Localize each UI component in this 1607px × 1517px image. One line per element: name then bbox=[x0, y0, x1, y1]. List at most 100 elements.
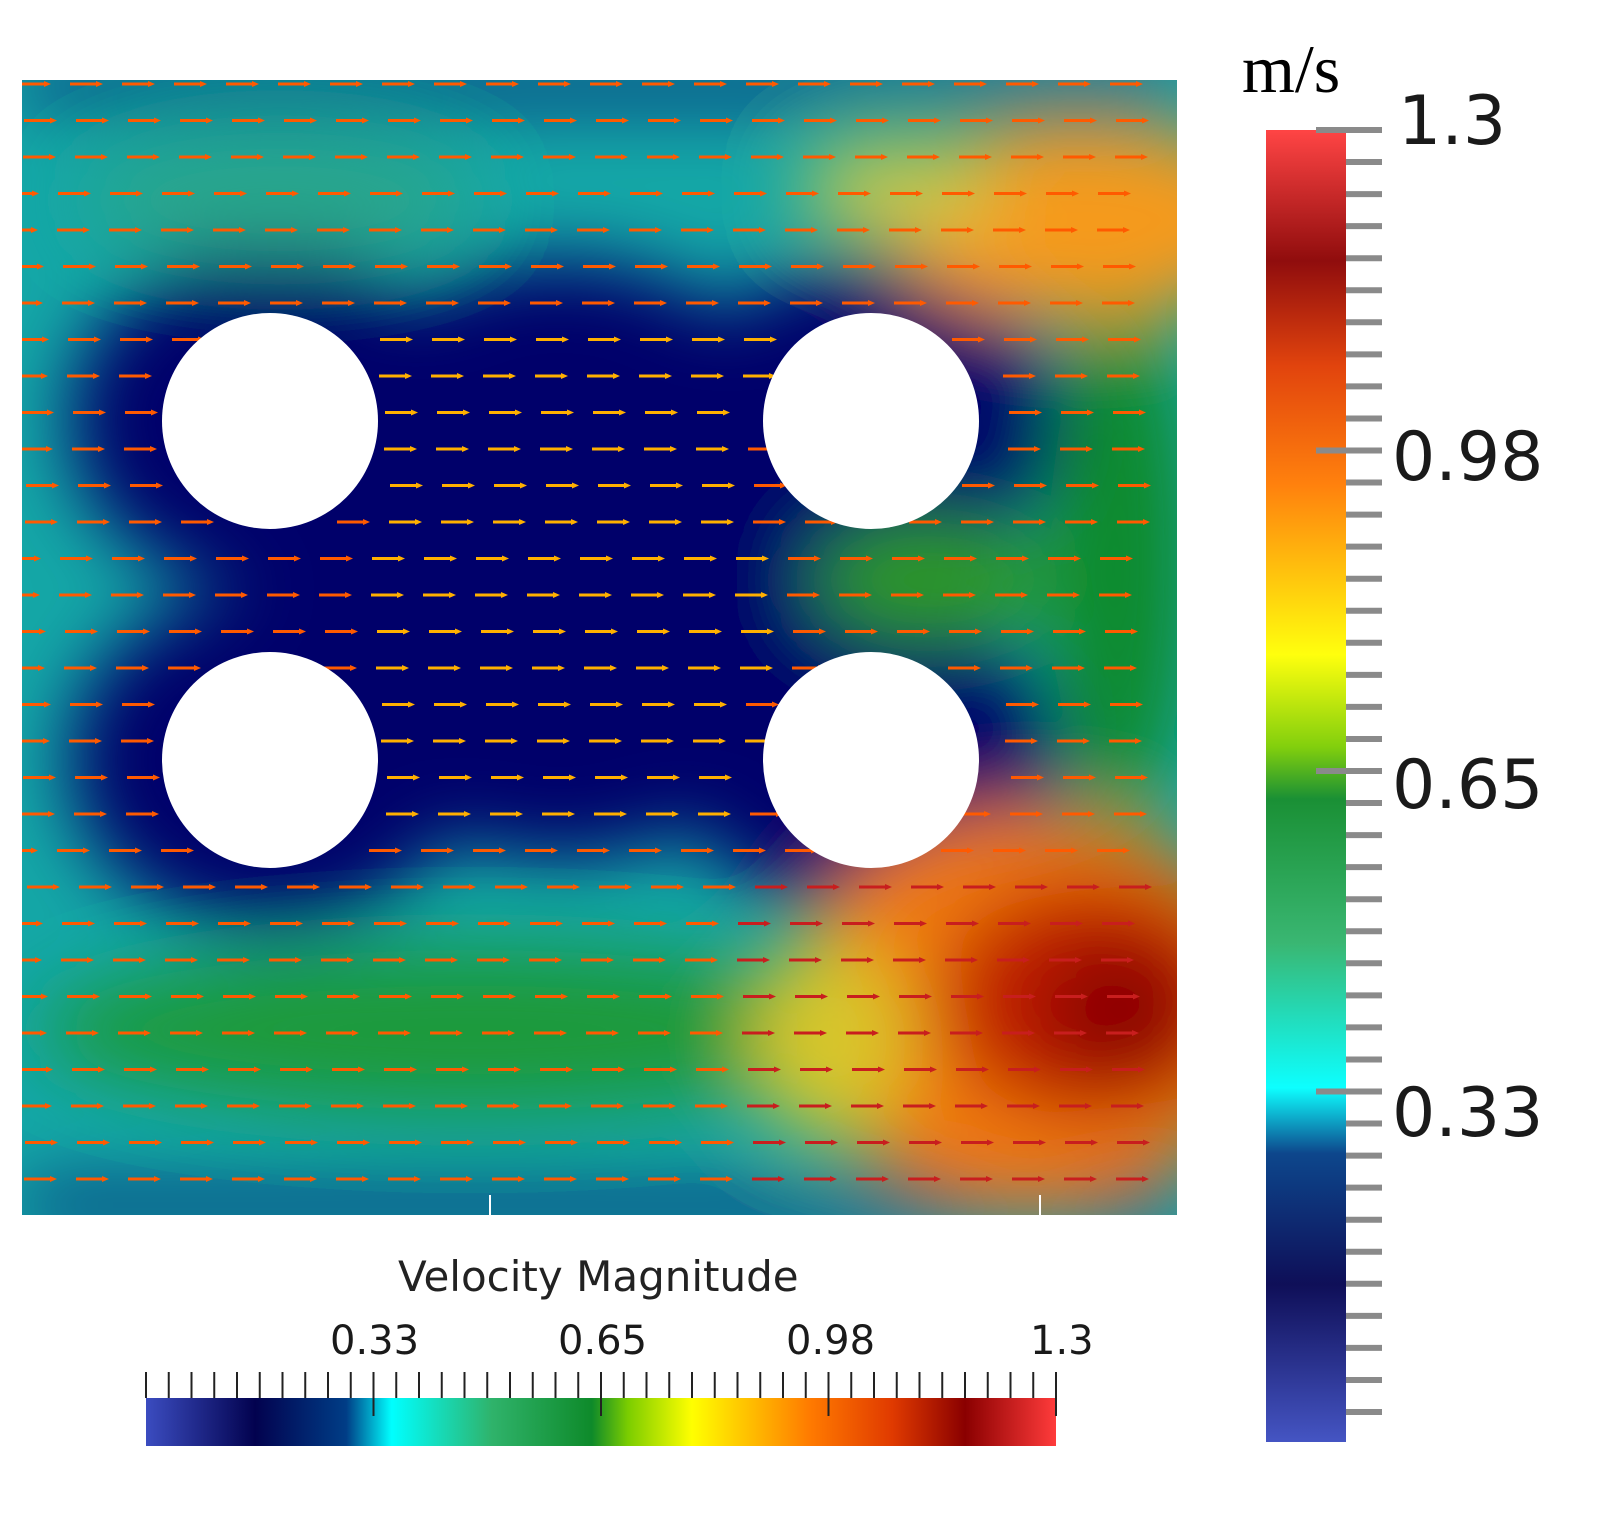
velocity-arrow-head bbox=[568, 811, 575, 817]
velocity-arrow-head bbox=[724, 811, 731, 817]
vbar-tick-label-3: 1.3 bbox=[1398, 82, 1507, 161]
velocity-arrow-head bbox=[41, 373, 48, 379]
velocity-arrow-head bbox=[32, 190, 39, 197]
velocity-arrow-head bbox=[91, 628, 98, 635]
velocity-arrow-head bbox=[710, 555, 717, 562]
velocity-arrow-head bbox=[343, 227, 350, 233]
velocity-arrow-head bbox=[463, 409, 470, 416]
velocity-arrow-head bbox=[1127, 957, 1134, 963]
velocity-arrow-head bbox=[295, 957, 302, 963]
velocity-arrow-head bbox=[554, 555, 561, 562]
velocity-arrow-head bbox=[357, 1103, 364, 1109]
velocity-arrow-head bbox=[662, 665, 669, 671]
velocity-arrow-head bbox=[349, 263, 356, 270]
velocity-arrow-head bbox=[622, 117, 629, 124]
velocity-arrow-head bbox=[243, 957, 250, 963]
velocity-arrow-head bbox=[760, 190, 767, 197]
velocity-arrow-head bbox=[1086, 1066, 1093, 1073]
velocity-arrow-head bbox=[1133, 993, 1140, 1000]
velocity-arrow-head bbox=[816, 920, 823, 927]
velocity-arrow-head bbox=[1024, 920, 1031, 927]
velocity-arrow-head bbox=[765, 263, 772, 270]
velocity-arrow-head bbox=[515, 409, 522, 416]
velocity-arrow-head bbox=[406, 336, 413, 343]
velocity-arrow-head bbox=[1133, 373, 1140, 379]
velocity-arrow-head bbox=[1134, 336, 1141, 343]
velocity-arrow-head bbox=[1023, 957, 1030, 963]
obstacle-cylinder-top-right bbox=[763, 313, 979, 529]
velocity-arrow-head bbox=[193, 263, 200, 270]
velocity-arrow-head bbox=[259, 1139, 266, 1146]
velocity-arrow-head bbox=[1125, 592, 1132, 598]
velocity-arrow-head bbox=[50, 117, 57, 124]
velocity-arrow-head bbox=[398, 555, 405, 562]
velocity-arrow-head bbox=[873, 993, 880, 1000]
velocity-arrow-head bbox=[517, 774, 524, 781]
velocity-arrow-head bbox=[1029, 373, 1036, 379]
velocity-arrow-head bbox=[297, 263, 304, 270]
velocity-arrow-head bbox=[711, 957, 718, 963]
velocity-arrow-head bbox=[657, 592, 664, 598]
velocity-arrow-head bbox=[571, 519, 578, 525]
velocity-arrow-head bbox=[623, 519, 630, 525]
velocity-arrow-head bbox=[928, 81, 935, 87]
velocity-arrow-head bbox=[920, 920, 927, 927]
velocity-arrow-head bbox=[395, 847, 402, 854]
velocity-arrow-head bbox=[718, 336, 725, 343]
velocity-arrow-head bbox=[258, 117, 265, 124]
velocity-arrow-head bbox=[769, 373, 776, 379]
velocity-arrow-head bbox=[1024, 300, 1031, 306]
velocity-arrow-head bbox=[864, 190, 871, 197]
velocity-arrow-head bbox=[1028, 1030, 1035, 1036]
velocity-arrow-head bbox=[675, 519, 682, 525]
velocity-arrow-head bbox=[614, 336, 621, 343]
velocity-arrow-head bbox=[1089, 154, 1096, 160]
velocity-arrow-head bbox=[972, 300, 979, 306]
velocity-arrow-head bbox=[567, 409, 574, 416]
velocity-arrow-head bbox=[661, 263, 668, 270]
velocity-arrow-head bbox=[1089, 774, 1096, 781]
velocity-arrow-head bbox=[976, 1030, 983, 1036]
velocity-arrow-head bbox=[608, 300, 615, 306]
velocity-arrow-head bbox=[967, 847, 974, 854]
velocity-arrow-head bbox=[157, 884, 164, 890]
velocity-arrow-head bbox=[671, 409, 678, 416]
velocity-arrow-head bbox=[105, 884, 112, 890]
velocity-arrow-head bbox=[296, 300, 303, 306]
velocity-arrow-head bbox=[31, 847, 38, 854]
velocity-arrow-head bbox=[878, 1066, 885, 1073]
velocity-arrow-head bbox=[618, 1066, 625, 1073]
velocity-arrow-head bbox=[1087, 409, 1094, 416]
velocity-arrow-head bbox=[1140, 811, 1147, 817]
velocity-arrow-head bbox=[38, 665, 45, 671]
velocity-arrow-head bbox=[47, 409, 54, 416]
velocity-arrow-head bbox=[826, 1066, 833, 1073]
velocity-arrow-head bbox=[145, 373, 152, 379]
vbar-tick-label-1: 0.65 bbox=[1392, 746, 1544, 825]
velocity-arrow-head bbox=[1035, 409, 1042, 416]
velocity-arrow-head bbox=[509, 993, 516, 1000]
velocity-arrow-head bbox=[665, 993, 672, 1000]
velocity-arrow-head bbox=[1088, 811, 1095, 817]
velocity-arrow-head bbox=[1090, 117, 1097, 124]
velocity-arrow-head bbox=[813, 592, 820, 598]
velocity-arrow-head bbox=[301, 993, 308, 1000]
velocity-arrow-head bbox=[774, 1066, 781, 1073]
velocity-arrow-head bbox=[350, 665, 357, 671]
velocity-arrow-head bbox=[1135, 738, 1142, 744]
velocity-arrow-head bbox=[1091, 519, 1098, 525]
velocity-arrow-head bbox=[1130, 665, 1137, 671]
velocity-arrow-head bbox=[413, 154, 420, 160]
velocity-arrow-head bbox=[455, 628, 462, 635]
velocity-arrow-head bbox=[1040, 482, 1047, 489]
velocity-arrow-head bbox=[1038, 1176, 1045, 1182]
domain-bottom-ticks bbox=[489, 1195, 1041, 1215]
velocity-arrow-head bbox=[1143, 519, 1150, 525]
velocity-arrow-head bbox=[467, 1139, 474, 1146]
velocity-arrow-head bbox=[41, 993, 48, 1000]
velocity-arrow-head bbox=[866, 555, 873, 562]
velocity-arrow-head bbox=[557, 263, 564, 270]
velocity-arrow-head bbox=[1137, 1103, 1144, 1109]
velocity-arrow-head bbox=[551, 227, 558, 233]
velocity-arrow-head bbox=[1123, 227, 1130, 233]
